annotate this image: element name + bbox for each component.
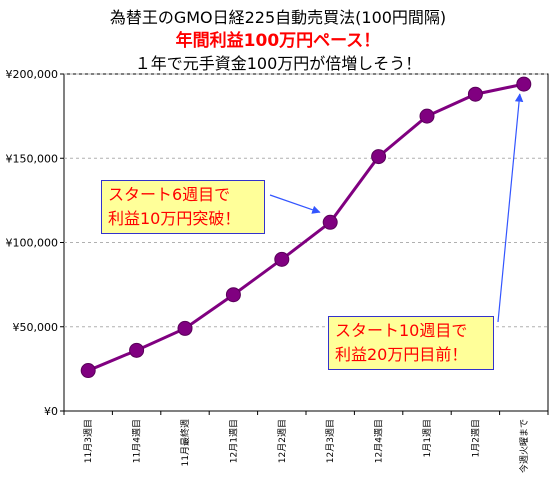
chart-subtitle-double: １年で元手資金100万円が倍増しそう！ bbox=[134, 54, 422, 73]
data-point bbox=[322, 214, 338, 230]
x-tick-label: 11月最終週 bbox=[179, 419, 191, 466]
y-tick-label: ¥150,000 bbox=[6, 152, 59, 165]
callout-week6-line1: スタート6週目で bbox=[108, 185, 231, 204]
callout-week10-line2: 利益20万円目前！ bbox=[335, 345, 468, 364]
y-tick-label: ¥0 bbox=[44, 405, 58, 418]
x-tick-label: 11月3週目 bbox=[83, 419, 94, 463]
x-tick-label: 11月4週目 bbox=[132, 419, 143, 463]
x-tick-label: 12月1週目 bbox=[228, 419, 239, 463]
callout-week6-line2: 利益10万円突破！ bbox=[108, 209, 241, 228]
data-point bbox=[467, 86, 483, 102]
x-tick-label: 12月4週目 bbox=[374, 419, 385, 463]
y-tick-label: ¥200,000 bbox=[6, 68, 59, 81]
x-tick-label: 1月2週目 bbox=[470, 419, 481, 457]
data-point bbox=[225, 287, 241, 303]
callout-week6: スタート6週目で 利益10万円突破！ bbox=[101, 180, 265, 234]
data-point bbox=[274, 251, 290, 267]
data-point bbox=[371, 149, 387, 165]
chart-title: 為替王のGMO日経225自動売買法(100円間隔) bbox=[109, 8, 447, 27]
x-tick-label: 12月2週目 bbox=[277, 419, 288, 463]
data-point bbox=[80, 363, 96, 379]
data-point bbox=[129, 342, 145, 358]
y-tick-label: ¥50,000 bbox=[13, 321, 59, 334]
data-point bbox=[419, 108, 435, 124]
x-tick-label: 1月1週目 bbox=[422, 419, 433, 457]
callout-week10: スタート10週目で 利益20万円目前！ bbox=[328, 316, 494, 370]
y-tick-label: ¥100,000 bbox=[6, 237, 59, 250]
series-line bbox=[87, 82, 525, 372]
x-tick-label: 今週火曜まで bbox=[518, 419, 530, 473]
x-tick-label: 12月3週目 bbox=[325, 419, 336, 463]
annotation-arrow-week10 bbox=[497, 93, 524, 323]
data-point bbox=[516, 76, 532, 92]
annotation-arrow-week6 bbox=[269, 194, 321, 214]
callout-week10-line1: スタート10週目で bbox=[335, 321, 468, 340]
chart-subtitle-profit: 年間利益100万円ペース！ bbox=[175, 31, 381, 51]
data-point bbox=[177, 320, 193, 336]
